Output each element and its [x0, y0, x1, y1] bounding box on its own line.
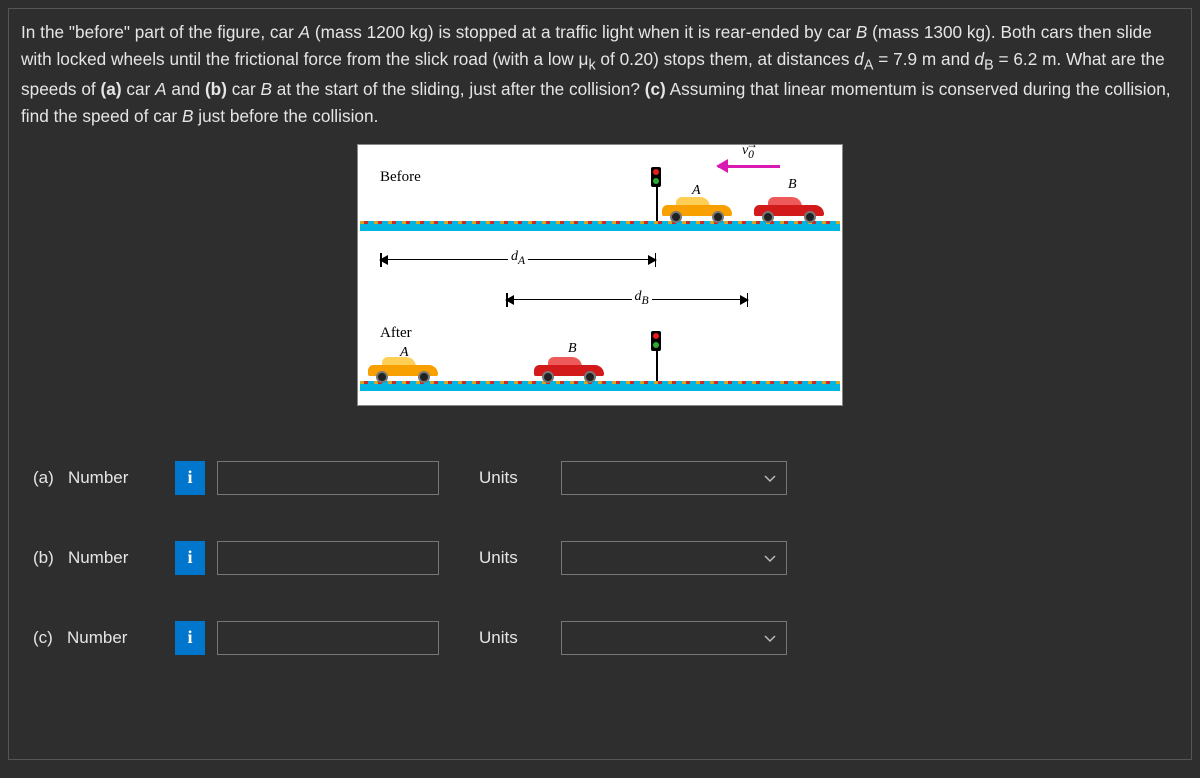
dim-dA: dA	[380, 259, 656, 261]
car-a-after	[368, 359, 438, 383]
figure-wrap: Before A B →v0 dA	[21, 144, 1179, 406]
before-label: Before	[380, 169, 421, 186]
number-input-c[interactable]	[217, 621, 439, 655]
figure: Before A B →v0 dA	[357, 144, 843, 406]
answer-row-b: (b) Number i Units	[33, 541, 1179, 575]
units-select-c[interactable]	[561, 621, 787, 655]
chevron-down-icon	[764, 552, 776, 564]
part-c-label: (c) Number	[33, 628, 163, 648]
part-b-label: (b) Number	[33, 548, 163, 568]
car-a-label-after: A	[400, 345, 409, 361]
question-container: { "problem": { "text_parts": [ "In the \…	[8, 8, 1192, 760]
info-icon[interactable]: i	[175, 621, 205, 655]
car-b-before	[754, 199, 824, 223]
car-a-before	[662, 199, 732, 223]
car-b-label-before: B	[788, 177, 797, 193]
units-label-b: Units	[479, 548, 549, 568]
traffic-light-after	[656, 333, 658, 381]
car-b-after	[534, 359, 604, 383]
chevron-down-icon	[764, 472, 776, 484]
v0-label: →v0	[742, 143, 754, 161]
answer-row-a: (a) Number i Units	[33, 461, 1179, 495]
units-label-c: Units	[479, 628, 549, 648]
after-label: After	[380, 325, 412, 342]
number-input-a[interactable]	[217, 461, 439, 495]
dim-dB: dB	[506, 299, 748, 301]
chevron-down-icon	[764, 632, 776, 644]
part-a-label: (a) Number	[33, 468, 163, 488]
number-input-b[interactable]	[217, 541, 439, 575]
units-label-a: Units	[479, 468, 549, 488]
info-icon[interactable]: i	[175, 461, 205, 495]
car-b-label-after: B	[568, 341, 577, 357]
traffic-light-before	[656, 169, 658, 221]
info-icon[interactable]: i	[175, 541, 205, 575]
problem-text: In the "before" part of the figure, car …	[21, 19, 1179, 130]
units-select-b[interactable]	[561, 541, 787, 575]
car-a-label-before: A	[692, 183, 701, 199]
units-select-a[interactable]	[561, 461, 787, 495]
answers-section: (a) Number i Units (b) Number i Units	[33, 461, 1179, 655]
answer-row-c: (c) Number i Units	[33, 621, 1179, 655]
